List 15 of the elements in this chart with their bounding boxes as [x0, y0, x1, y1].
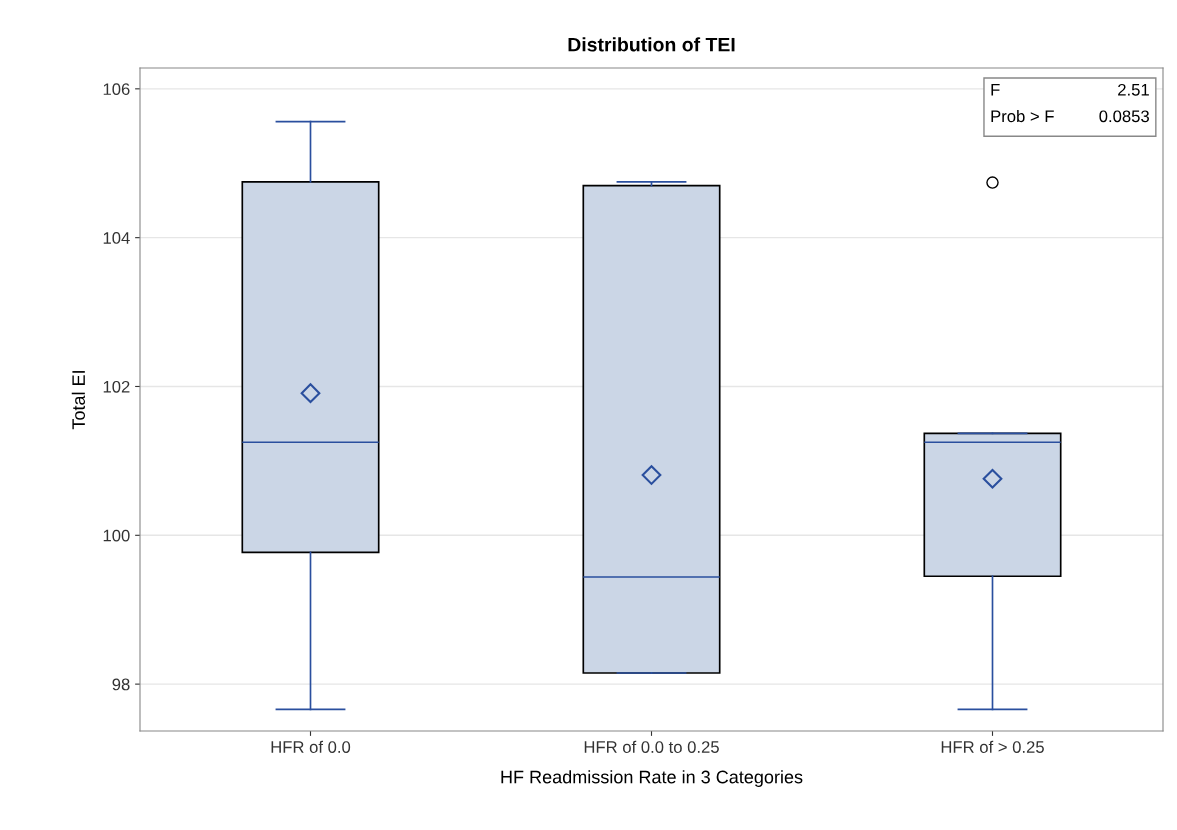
annotation: F: [991, 84, 1000, 96]
x-tick-label: HFR of > 0.25: [941, 740, 1044, 753]
y-axis-title: Total EI: [71, 371, 86, 430]
annotation: 2.51: [1118, 83, 1149, 96]
chart-title: Distribution of TEI: [568, 37, 735, 52]
x-axis-title: HF Readmission Rate in 3 Categories: [501, 770, 803, 787]
y-tick-label: 100: [103, 529, 130, 542]
y-tick-label: 104: [103, 232, 130, 244]
y-tick-label: 106: [103, 83, 130, 96]
y-tick-label: 102: [103, 380, 130, 393]
annotation: Prob > F: [991, 109, 1054, 123]
annotation: 0.0853: [1099, 110, 1149, 123]
x-tick-label: HFR of 0.0: [271, 740, 351, 753]
x-tick-label: HFR of 0.0 to 0.25: [584, 740, 719, 753]
y-tick-label: 98: [112, 678, 130, 691]
